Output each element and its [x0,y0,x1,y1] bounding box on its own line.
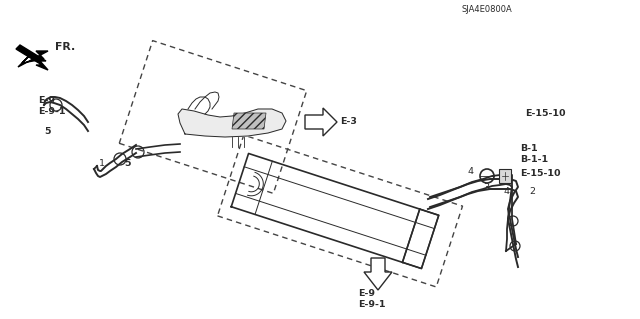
Text: B-1
B-1-1: B-1 B-1-1 [520,144,548,164]
Text: E-3: E-3 [340,117,357,127]
Polygon shape [364,258,392,290]
Polygon shape [178,109,286,137]
Text: 5: 5 [125,160,131,168]
Polygon shape [16,45,48,70]
Text: E-9
E-9-1: E-9 E-9-1 [38,96,65,116]
Text: E-15-10: E-15-10 [520,169,561,179]
Bar [499,169,511,183]
Text: FR.: FR. [55,42,76,52]
Text: 1: 1 [99,160,105,168]
Text: E-15-10: E-15-10 [525,109,566,118]
Text: 3: 3 [483,182,489,191]
Text: 4: 4 [467,167,473,175]
Text: 2: 2 [529,187,535,196]
Polygon shape [18,51,48,67]
Polygon shape [305,108,337,136]
Polygon shape [232,113,266,129]
Text: 5: 5 [45,127,51,136]
Text: 4: 4 [503,188,509,197]
Text: SJA4E0800A: SJA4E0800A [462,5,513,14]
Text: E-9
E-9-1: E-9 E-9-1 [358,289,385,309]
